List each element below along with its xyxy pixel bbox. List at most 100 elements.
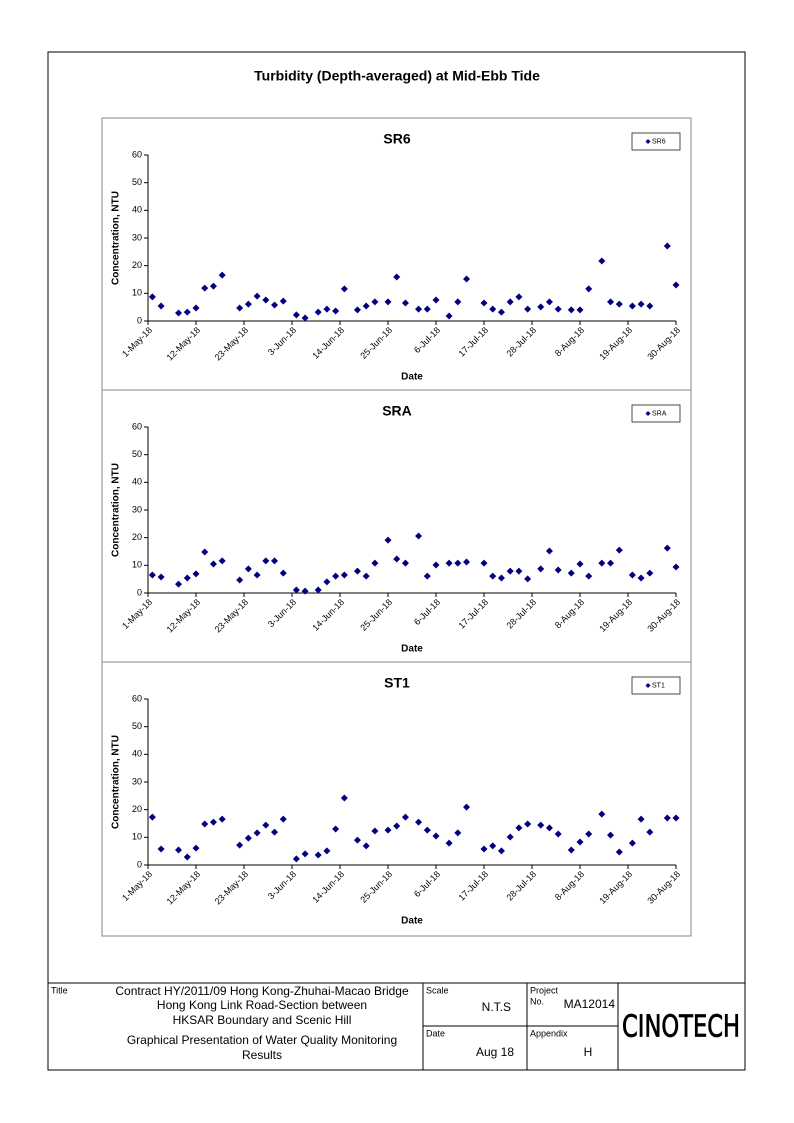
data-point — [301, 587, 309, 595]
title-block — [47, 982, 746, 1071]
data-point — [236, 576, 244, 584]
footer-border — [47, 982, 746, 1071]
y-tick-label: 0 — [137, 315, 142, 325]
chart-title: SR6 — [383, 131, 410, 147]
x-tick-label: 28-Jul-18 — [504, 325, 538, 359]
data-point — [415, 818, 423, 826]
footer-label: Title — [51, 985, 68, 995]
y-tick-label: 30 — [132, 776, 142, 786]
data-point — [537, 821, 545, 829]
footer-title: Hong Kong Link Road-Section between — [157, 998, 367, 1012]
data-point — [463, 803, 471, 811]
data-point — [314, 851, 322, 859]
data-point — [628, 839, 636, 847]
data-point — [545, 547, 553, 555]
x-tick-label: 6-Jul-18 — [412, 597, 442, 627]
logo: CINOTECH — [622, 1010, 740, 1045]
data-point — [567, 569, 575, 577]
data-point — [432, 832, 440, 840]
data-point — [585, 572, 593, 580]
data-point — [271, 301, 279, 309]
data-point — [271, 557, 279, 565]
y-tick-label: 10 — [132, 560, 142, 570]
y-tick-label: 60 — [132, 149, 142, 159]
data-point — [262, 821, 270, 829]
data-point — [576, 306, 584, 314]
data-point — [663, 544, 671, 552]
x-tick-label: 3-Jun-18 — [266, 597, 298, 629]
data-point — [340, 571, 348, 579]
data-point — [489, 572, 497, 580]
data-point — [362, 572, 370, 580]
data-point — [524, 820, 532, 828]
legend-marker — [645, 683, 651, 688]
data-point — [524, 305, 532, 313]
data-point — [423, 572, 431, 580]
data-point — [192, 570, 200, 578]
data-point — [576, 838, 584, 846]
data-point — [371, 298, 379, 306]
footer-label: Scale — [426, 985, 449, 995]
data-point — [637, 300, 645, 308]
legend-box — [631, 132, 681, 151]
data-point — [244, 300, 252, 308]
data-point — [537, 303, 545, 311]
x-tick-label: 1-May-18 — [120, 869, 154, 903]
y-tick-label: 40 — [132, 749, 142, 759]
data-point — [157, 302, 165, 310]
x-tick-label: 19-Aug-18 — [597, 325, 634, 362]
data-point — [183, 308, 191, 316]
data-point — [554, 305, 562, 313]
data-point — [157, 573, 165, 581]
data-point — [524, 575, 532, 583]
chart-frame — [101, 117, 692, 937]
data-point — [314, 586, 322, 594]
scale: N.T.S — [482, 1000, 511, 1014]
data-point — [201, 820, 209, 828]
x-tick-label: 14-Jun-18 — [310, 869, 346, 905]
x-tick-label: 17-Jul-18 — [456, 597, 490, 631]
data-point — [292, 311, 300, 319]
data-point — [253, 292, 261, 300]
data-point — [415, 305, 423, 313]
data-point — [340, 794, 348, 802]
y-tick-label: 60 — [132, 421, 142, 431]
data-point — [209, 818, 217, 826]
y-axis-label: Concentration, NTU — [111, 191, 122, 285]
data-point — [292, 855, 300, 863]
footer-label: Date — [426, 1028, 445, 1038]
footer-label: Project — [530, 985, 559, 995]
data-point — [292, 586, 300, 594]
y-axis-label: Concentration, NTU — [111, 463, 122, 557]
x-axis-label: Date — [401, 644, 423, 655]
data-point — [201, 548, 209, 556]
x-tick-label: 25-Jun-18 — [358, 869, 394, 905]
page-title: Turbidity (Depth-averaged) at Mid-Ebb Ti… — [254, 68, 540, 84]
data-point — [183, 853, 191, 861]
data-point — [497, 574, 505, 582]
data-point — [362, 302, 370, 310]
data-point — [393, 273, 401, 281]
footer-title: Contract HY/2011/09 Hong Kong-Zhuhai-Mac… — [115, 984, 409, 998]
data-point — [515, 824, 523, 832]
data-point — [598, 810, 606, 818]
data-point — [271, 828, 279, 836]
data-point — [628, 302, 636, 310]
data-point — [393, 555, 401, 563]
data-point — [607, 559, 615, 567]
data-point — [253, 829, 261, 837]
legend-marker — [645, 139, 651, 144]
data-point — [480, 845, 488, 853]
data-point — [301, 850, 309, 858]
data-point — [157, 845, 165, 853]
y-tick-label: 0 — [137, 859, 142, 869]
legend-label: SRA — [652, 410, 667, 417]
data-point — [515, 567, 523, 575]
footer-title: HKSAR Boundary and Scenic Hill — [173, 1013, 352, 1027]
data-point — [201, 284, 209, 292]
data-point — [384, 826, 392, 834]
data-point — [393, 822, 401, 830]
data-point — [244, 565, 252, 573]
footer-label: Appendix — [530, 1028, 568, 1038]
